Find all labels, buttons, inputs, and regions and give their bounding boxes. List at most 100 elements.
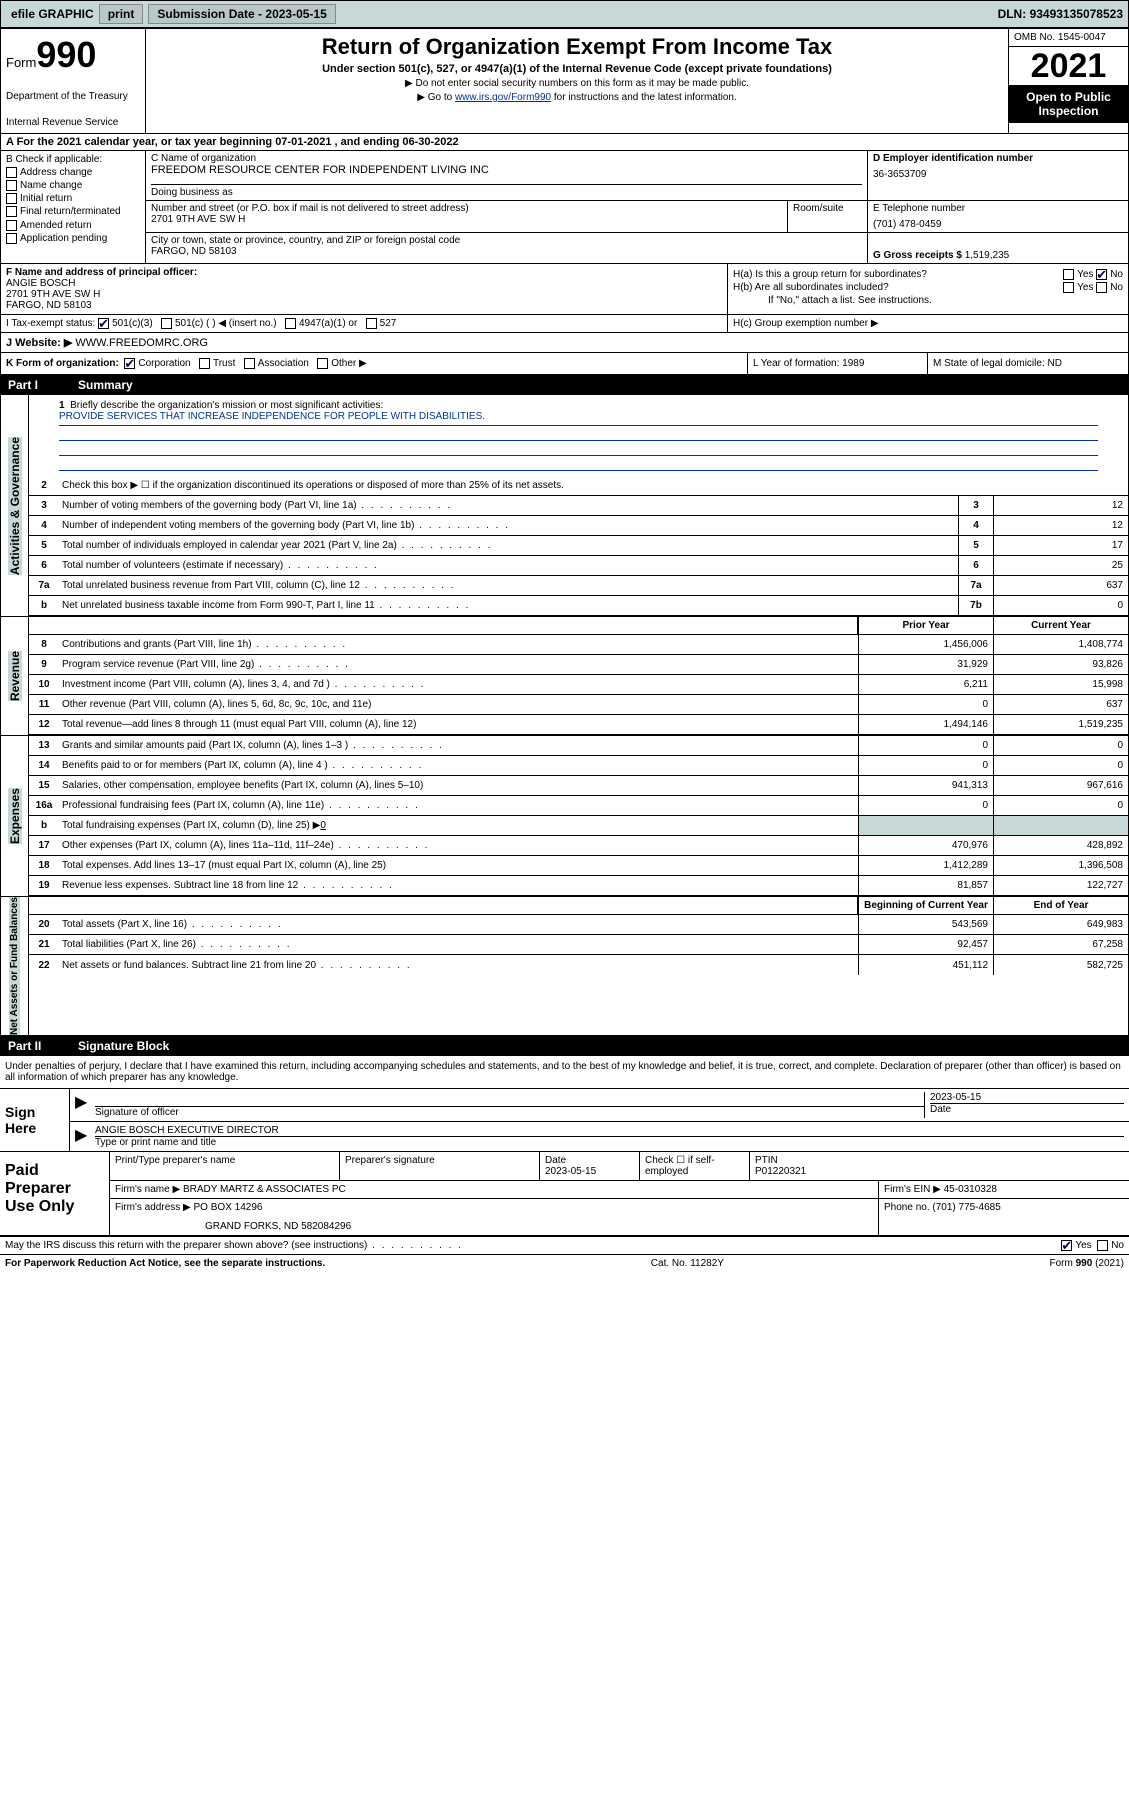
- prep-phone: (701) 775-4685: [932, 1202, 1000, 1213]
- line-14: 14Benefits paid to or for members (Part …: [29, 756, 1128, 776]
- print-button[interactable]: print: [99, 4, 144, 24]
- irs: Internal Revenue Service: [6, 117, 140, 128]
- chk-4947[interactable]: [285, 318, 296, 329]
- chk-501c[interactable]: [161, 318, 172, 329]
- section-klm: K Form of organization: Corporation Trus…: [0, 353, 1129, 375]
- phone-value: (701) 478-0459: [873, 219, 1123, 230]
- line-1-mission: 1 Briefly describe the organization's mi…: [29, 395, 1128, 476]
- chk-amended-return[interactable]: Amended return: [6, 220, 140, 231]
- paperwork-notice: For Paperwork Reduction Act Notice, see …: [5, 1258, 325, 1269]
- submission-date-box: Submission Date - 2023-05-15: [148, 4, 335, 24]
- chk-527[interactable]: [366, 318, 377, 329]
- chk-discuss-yes[interactable]: [1061, 1240, 1072, 1251]
- section-f-officer: F Name and address of principal officer:…: [1, 264, 728, 314]
- section-bc: B Check if applicable: Address change Na…: [0, 151, 1129, 264]
- chk-initial-return[interactable]: Initial return: [6, 193, 140, 204]
- part2-header: Part II Signature Block: [0, 1036, 1129, 1056]
- mission-text: PROVIDE SERVICES THAT INCREASE INDEPENDE…: [59, 411, 1098, 426]
- line-4: 4Number of independent voting members of…: [29, 516, 1128, 536]
- irs-discuss-row: May the IRS discuss this return with the…: [0, 1237, 1129, 1254]
- line-22: 22Net assets or fund balances. Subtract …: [29, 955, 1128, 975]
- line-10: 10Investment income (Part VIII, column (…: [29, 675, 1128, 695]
- chk-501c3[interactable]: [98, 318, 109, 329]
- paid-preparer-block: Paid Preparer Use Only Print/Type prepar…: [0, 1152, 1129, 1237]
- line-20: 20Total assets (Part X, line 16)543,5696…: [29, 915, 1128, 935]
- room-suite: Room/suite: [788, 201, 868, 233]
- city-state-zip: FARGO, ND 58103: [151, 246, 862, 257]
- line-16a: 16aProfessional fundraising fees (Part I…: [29, 796, 1128, 816]
- line-5: 5Total number of individuals employed in…: [29, 536, 1128, 556]
- line-8: 8Contributions and grants (Part VIII, li…: [29, 635, 1128, 655]
- line-16b: bTotal fundraising expenses (Part IX, co…: [29, 816, 1128, 836]
- org-name-box: C Name of organization FREEDOM RESOURCE …: [146, 151, 868, 201]
- firm-name: BRADY MARTZ & ASSOCIATES PC: [183, 1184, 346, 1195]
- line-13: 13Grants and similar amounts paid (Part …: [29, 736, 1128, 756]
- chk-name-change[interactable]: Name change: [6, 180, 140, 191]
- org-name: FREEDOM RESOURCE CENTER FOR INDEPENDENT …: [151, 164, 862, 176]
- line-15: 15Salaries, other compensation, employee…: [29, 776, 1128, 796]
- city-box: City or town, state or province, country…: [146, 233, 868, 263]
- side-governance: Activities & Governance: [1, 395, 29, 616]
- side-expenses: Expenses: [1, 736, 29, 896]
- section-c: C Name of organization FREEDOM RESOURCE …: [146, 151, 1128, 263]
- sign-here-block: Sign Here ▶ Signature of officer 2023-05…: [0, 1089, 1129, 1152]
- part1-header: Part I Summary: [0, 375, 1129, 395]
- chk-association[interactable]: [244, 358, 255, 369]
- chk-trust[interactable]: [199, 358, 210, 369]
- addr-box: Number and street (or P.O. box if mail i…: [146, 201, 788, 233]
- irs-link[interactable]: www.irs.gov/Form990: [455, 92, 551, 103]
- form-header: Form990 Department of the Treasury Inter…: [0, 28, 1129, 134]
- line-6: 6Total number of volunteers (estimate if…: [29, 556, 1128, 576]
- dept-treasury: Department of the Treasury: [6, 91, 140, 102]
- chk-final-return[interactable]: Final return/terminated: [6, 206, 140, 217]
- h-b-note: If "No," attach a list. See instructions…: [733, 295, 1123, 306]
- h-c: H(c) Group exemption number ▶: [728, 315, 1128, 332]
- chk-application-pending[interactable]: Application pending: [6, 233, 140, 244]
- section-fh: F Name and address of principal officer:…: [0, 264, 1129, 315]
- section-b: B Check if applicable: Address change Na…: [1, 151, 146, 263]
- h-b: H(b) Are all subordinates included? Yes …: [733, 282, 1123, 293]
- line-11: 11Other revenue (Part VIII, column (A), …: [29, 695, 1128, 715]
- omb-number: OMB No. 1545-0047: [1009, 29, 1128, 47]
- side-revenue: Revenue: [1, 617, 29, 735]
- firm-ein: 45-0310328: [944, 1184, 997, 1195]
- prep-addr-row: Firm's address ▶ PO BOX 14296GRAND FORKS…: [110, 1199, 1129, 1235]
- instr-ssn: ▶ Do not enter social security numbers o…: [151, 78, 1003, 89]
- section-h: H(a) Is this a group return for subordin…: [728, 264, 1128, 314]
- sign-here-label: Sign Here: [0, 1089, 70, 1151]
- chk-address-change[interactable]: Address change: [6, 167, 140, 178]
- form-number: 990: [36, 34, 96, 75]
- prep-header-row: Print/Type preparer's name Preparer's si…: [110, 1152, 1129, 1181]
- section-g-receipts: G Gross receipts $ 1,519,235: [868, 233, 1128, 263]
- tax-exempt-status: I Tax-exempt status: 501(c)(3) 501(c) ( …: [1, 315, 728, 332]
- return-title: Return of Organization Exempt From Incom…: [151, 34, 1003, 60]
- open-public: Open to Public Inspection: [1009, 85, 1128, 123]
- street-address: 2701 9TH AVE SW H: [151, 214, 782, 225]
- section-e-phone: E Telephone number (701) 478-0459: [868, 201, 1128, 233]
- efile-label: efile GRAPHIC: [11, 7, 94, 21]
- header-right: OMB No. 1545-0047 2021 Open to Public In…: [1008, 29, 1128, 133]
- dln: DLN: 93493135078523: [998, 7, 1123, 21]
- header-left: Form990 Department of the Treasury Inter…: [1, 29, 146, 133]
- chk-corporation[interactable]: [124, 358, 135, 369]
- section-j-website: J Website: ▶ WWW.FREEDOMRC.ORG: [0, 333, 1129, 353]
- prior-current-header: Prior Year Current Year: [29, 617, 1128, 635]
- line-21: 21Total liabilities (Part X, line 26)92,…: [29, 935, 1128, 955]
- prep-firm-row: Firm's name ▶ BRADY MARTZ & ASSOCIATES P…: [110, 1181, 1129, 1199]
- website-url: WWW.FREEDOMRC.ORG: [75, 337, 208, 349]
- chk-discuss-no[interactable]: [1097, 1240, 1108, 1251]
- tax-year: 2021: [1009, 47, 1128, 85]
- section-d-ein: D Employer identification number 36-3653…: [868, 151, 1128, 201]
- section-l-year: L Year of formation: 1989: [748, 353, 928, 374]
- b-header: B Check if applicable:: [6, 154, 140, 165]
- row-a-tax-year: A For the 2021 calendar year, or tax yea…: [0, 134, 1129, 151]
- return-subtitle: Under section 501(c), 527, or 4947(a)(1)…: [151, 63, 1003, 75]
- ein-value: 36-3653709: [873, 169, 1123, 180]
- officer-name: ANGIE BOSCH: [6, 278, 722, 289]
- top-bar: efile GRAPHIC print Submission Date - 20…: [0, 0, 1129, 28]
- part1-body: Activities & Governance 1 Briefly descri…: [0, 395, 1129, 1036]
- form-ref: Form 990 (2021): [1050, 1258, 1124, 1269]
- line-7a: 7aTotal unrelated business revenue from …: [29, 576, 1128, 596]
- sig-officer-row: ▶ Signature of officer 2023-05-15Date: [70, 1089, 1129, 1122]
- chk-other[interactable]: [317, 358, 328, 369]
